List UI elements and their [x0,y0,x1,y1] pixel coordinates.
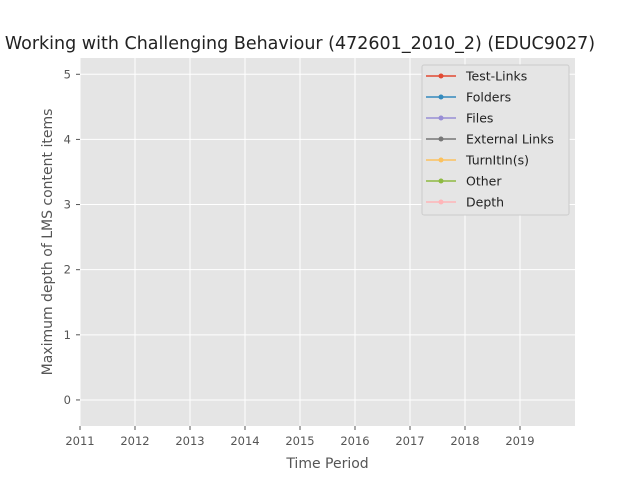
legend-marker [438,178,444,184]
legend-marker [438,157,444,163]
x-tick-label: 2011 [65,434,94,448]
grid-lines [79,58,575,426]
legend-label: Test-Links [465,69,527,84]
y-tick-label: 2 [64,263,71,277]
y-tick-label: 0 [64,393,71,407]
legend-label: Folders [466,90,511,105]
x-tick-label: 2012 [120,434,149,448]
axis-ticks: 2011 2012 2013 2014 2015 2016 2017 2018 2019 0 1 2 3… [64,67,535,448]
legend-marker [438,73,444,79]
legend-item: Depth [426,195,504,210]
y-axis-label: Maximum depth of LMS content items [40,109,56,376]
y-tick-label: 3 [64,198,71,212]
legend-box [421,64,570,216]
legend-marker [438,94,444,100]
x-tick-label: 2016 [340,434,369,448]
y-tick-label: 5 [64,67,71,81]
legend-marker [438,115,444,121]
legend-label: Depth [466,195,504,210]
legend-item: Test-Links [426,69,527,84]
legend-label: TurnItIn(s) [465,153,529,168]
x-tick-label: 2014 [230,434,259,448]
chart-title: Working with Challenging Behaviour (4726… [5,34,595,54]
legend-marker [438,199,444,205]
x-axis-label: Time Period [285,456,368,472]
x-tick-label: 2018 [450,434,479,448]
y-tick-label: 4 [64,132,71,146]
legend-item: TurnItIn(s) [426,153,529,168]
legend-marker [438,136,444,142]
legend-label: Other [466,174,502,189]
legend-label: Files [466,111,493,126]
y-tick-label: 1 [64,328,71,342]
legend-item: External Links [426,132,554,147]
legend: Test-Links Folders Files External Links Turn… [421,64,570,216]
x-tick-label: 2015 [285,434,314,448]
legend-item: Other [426,174,502,189]
x-tick-label: 2013 [175,434,204,448]
legend-item: Files [426,111,493,126]
x-tick-label: 2019 [505,434,534,448]
x-tick-label: 2017 [395,434,424,448]
legend-label: External Links [466,132,554,147]
legend-item: Folders [426,90,511,105]
